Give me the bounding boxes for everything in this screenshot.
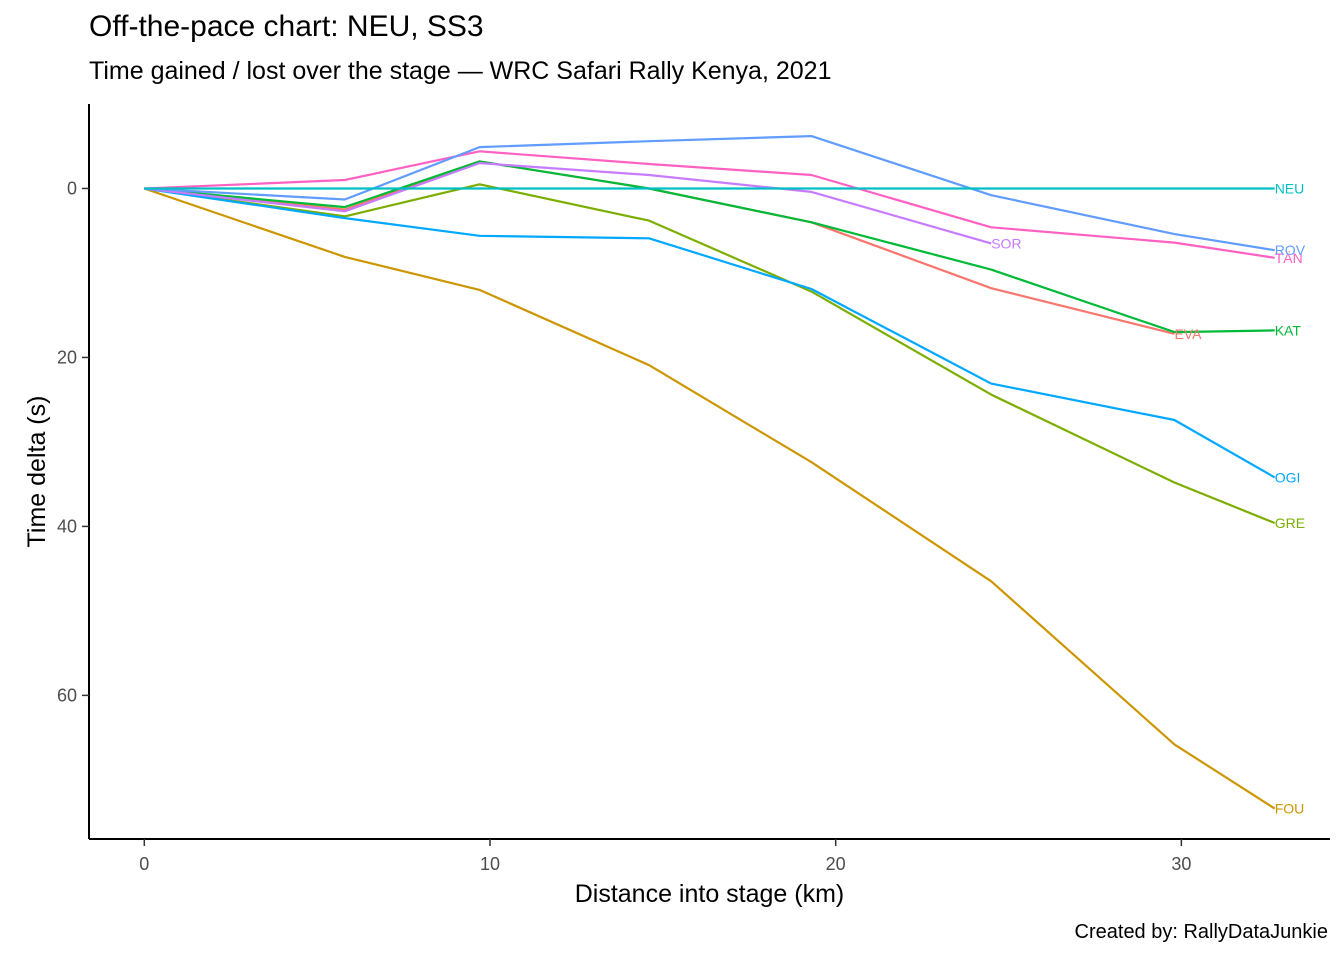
chart-caption: Created by: RallyDataJunkie (1074, 921, 1328, 943)
series-label-neu: NEU (1275, 180, 1305, 196)
series-line-tän (144, 150, 1275, 259)
x-tick-label: 0 (139, 854, 149, 874)
series-lines (143, 135, 1276, 810)
series-label-sor: SOR (991, 235, 1021, 251)
series-line-sor (144, 162, 992, 245)
y-axis-title: Time delta (s) (23, 396, 51, 548)
chart-subtitle: Time gained / lost over the stage — WRC … (89, 57, 832, 85)
y-tick-label: 0 (67, 178, 77, 198)
series-label-ogi: OGI (1275, 469, 1301, 485)
x-axis-ticks: 0 10 20 30 (139, 839, 1191, 874)
x-tick-label: 30 (1171, 854, 1191, 874)
series-label-tän: TÄN (1275, 250, 1303, 266)
series-label-eva: EVA (1174, 326, 1202, 342)
series-label-rov: ROV (1275, 242, 1306, 258)
x-tick-label: 10 (480, 854, 500, 874)
series-label-kat: KAT (1275, 322, 1302, 338)
chart-title: Off-the-pace chart: NEU, SS3 (89, 10, 484, 43)
series-line-rov (144, 135, 1275, 252)
series-line-ogi (144, 187, 1276, 479)
y-tick-label: 40 (57, 516, 77, 536)
y-tick-label: 20 (57, 347, 77, 367)
series-line-kat (144, 160, 1275, 334)
series-label-gre: GRE (1275, 515, 1305, 531)
series-line-fou (143, 187, 1276, 810)
y-tick-label: 60 (57, 685, 77, 705)
x-tick-label: 20 (826, 854, 846, 874)
series-line-gre (144, 183, 1276, 525)
x-axis-title: Distance into stage (km) (575, 880, 845, 908)
series-label-fou: FOU (1275, 801, 1305, 817)
y-axis-ticks: 0 20 40 60 (57, 178, 89, 705)
